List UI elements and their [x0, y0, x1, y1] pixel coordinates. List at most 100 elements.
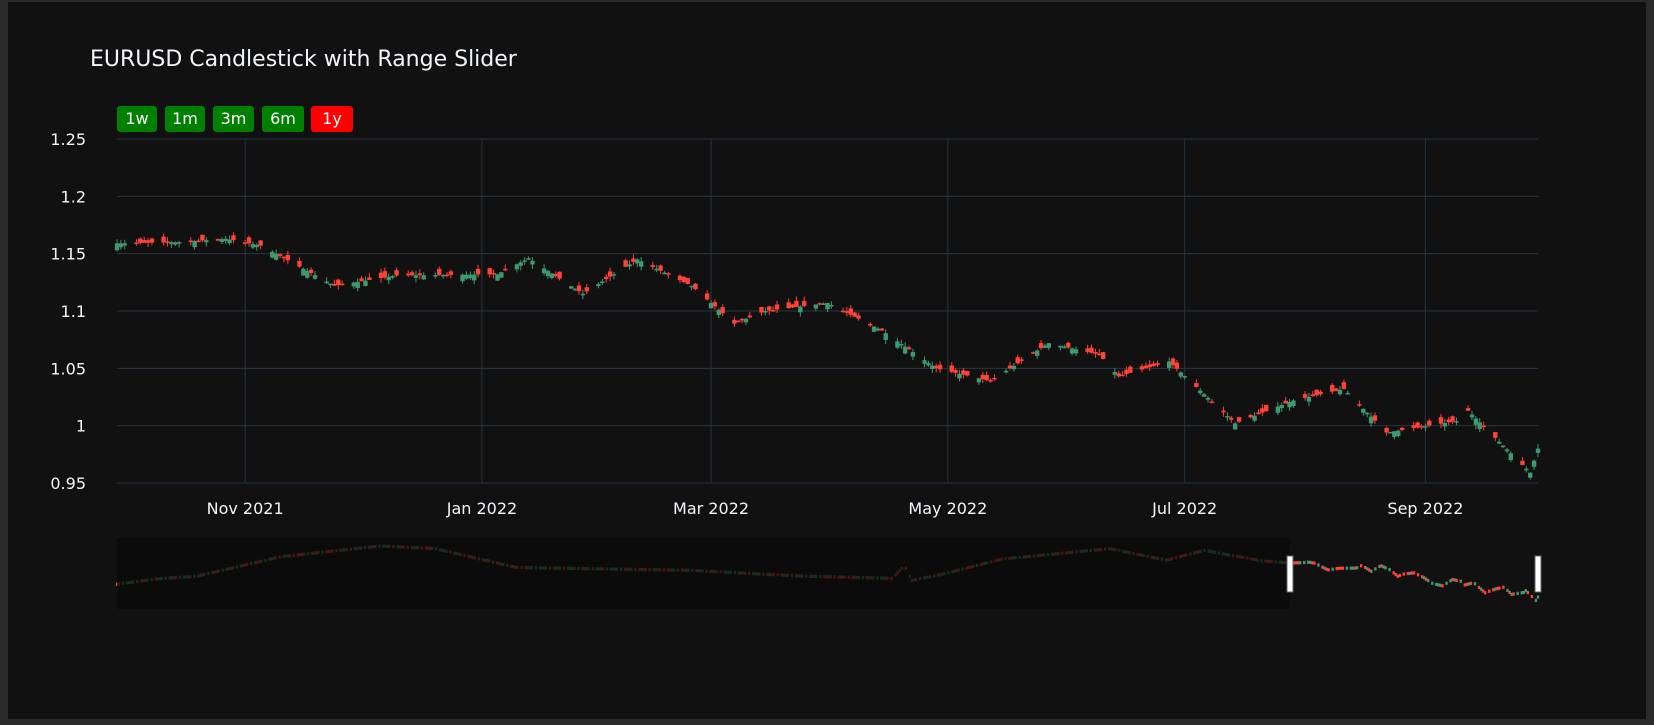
slider-candle: [1530, 594, 1534, 599]
candle-down: [759, 306, 764, 313]
y-tick-label: 1.05: [50, 359, 86, 378]
candle-up: [169, 242, 174, 245]
candle-up: [460, 274, 465, 282]
slider-candle: [1412, 571, 1416, 575]
candle-down: [1260, 408, 1265, 413]
slider-candle: [1410, 571, 1414, 575]
candle-down: [1038, 342, 1044, 349]
candle-up: [600, 281, 605, 284]
candle-up: [495, 274, 500, 281]
candle-down: [576, 285, 582, 292]
candle-down: [953, 369, 958, 373]
candle-down: [1314, 389, 1319, 396]
candle-up: [421, 275, 426, 280]
candle-down: [1097, 353, 1102, 355]
candle-down: [1399, 427, 1405, 430]
y-axis: 0.95 1 1.05 1.1 1.15 1.2 1.25: [50, 130, 86, 493]
candle-up: [499, 272, 504, 278]
candle-down: [382, 271, 388, 278]
candle-up: [522, 260, 527, 262]
slider-candle: [1408, 571, 1412, 575]
slider-candle: [1292, 561, 1296, 565]
candle-down: [149, 238, 155, 243]
candle-up: [1392, 431, 1397, 437]
candle-up: [813, 304, 819, 309]
candle-down: [1066, 342, 1071, 348]
candle-down: [1330, 384, 1335, 392]
candle-up: [1287, 401, 1292, 408]
slider-candle: [1298, 561, 1302, 565]
slider-candle: [1524, 589, 1528, 593]
candle-up: [549, 273, 555, 279]
candle-down: [1248, 414, 1253, 418]
candle-up: [526, 258, 531, 260]
x-tick-label: Jul 2022: [1151, 499, 1217, 518]
candle-down: [1089, 347, 1094, 353]
candle-down: [984, 375, 989, 381]
candle-down: [1120, 374, 1125, 377]
y-tick-label: 0.95: [50, 474, 86, 493]
range-slider[interactable]: [115, 538, 1542, 609]
candle-up: [1252, 415, 1257, 421]
candle-down: [1151, 363, 1156, 367]
slider-candle: [1416, 573, 1420, 577]
candle-down: [739, 318, 745, 321]
candle-up: [1046, 343, 1052, 348]
candle-up: [301, 268, 306, 276]
candle-up: [743, 318, 749, 323]
candle-up: [1423, 426, 1428, 428]
candle-up: [386, 276, 391, 281]
candle-up: [324, 281, 329, 284]
range-button-3m[interactable]: 3m: [213, 106, 254, 132]
candle-up: [569, 286, 574, 289]
candle-down: [732, 319, 737, 324]
candle-down: [141, 239, 147, 243]
candle-down: [1411, 425, 1416, 429]
candle-down: [988, 380, 993, 382]
slider-candle: [1325, 567, 1328, 571]
candle-down: [308, 269, 314, 273]
candle-up: [976, 378, 982, 383]
candle-up: [1069, 348, 1075, 354]
candle-down: [1147, 364, 1152, 368]
candle-up: [1058, 345, 1063, 348]
candle-down: [879, 328, 885, 331]
candle-down: [747, 315, 753, 318]
candle-up: [219, 239, 225, 243]
y-tick-label: 1: [76, 417, 86, 436]
candle-down: [138, 238, 143, 243]
slider-candle: [1441, 584, 1444, 588]
candle-down: [1341, 382, 1347, 389]
slider-candle: [1303, 560, 1306, 565]
candle-up: [1535, 448, 1541, 453]
slider-candle: [1467, 582, 1471, 586]
candle-up: [541, 268, 547, 274]
candle-up: [114, 243, 120, 251]
range-button-1m[interactable]: 1m: [165, 106, 205, 132]
range-button-1y[interactable]: 1y: [311, 106, 353, 132]
candle-down: [992, 377, 997, 380]
candle-up: [1178, 372, 1184, 377]
candle-down: [704, 293, 710, 300]
candle-up: [1291, 400, 1296, 407]
candle-down: [1446, 419, 1451, 423]
range-button-1w[interactable]: 1w: [117, 106, 157, 132]
candlestick-series: [114, 232, 1541, 480]
candle-down: [767, 306, 772, 311]
candle-down: [196, 240, 201, 243]
slider-candle: [1492, 588, 1495, 592]
candle-down: [720, 307, 725, 314]
slider-candle: [1512, 592, 1515, 596]
candle-up: [254, 244, 259, 248]
candle-down: [437, 268, 442, 275]
candle-up: [627, 264, 632, 267]
range-button-6m[interactable]: 6m: [262, 106, 304, 132]
candle-down: [1031, 352, 1036, 354]
slider-candle: [1439, 583, 1442, 587]
candle-down: [332, 283, 337, 286]
candle-up: [895, 341, 900, 348]
candle-down: [1139, 366, 1145, 370]
candle-down: [1209, 401, 1215, 403]
candle-up: [1198, 390, 1203, 394]
